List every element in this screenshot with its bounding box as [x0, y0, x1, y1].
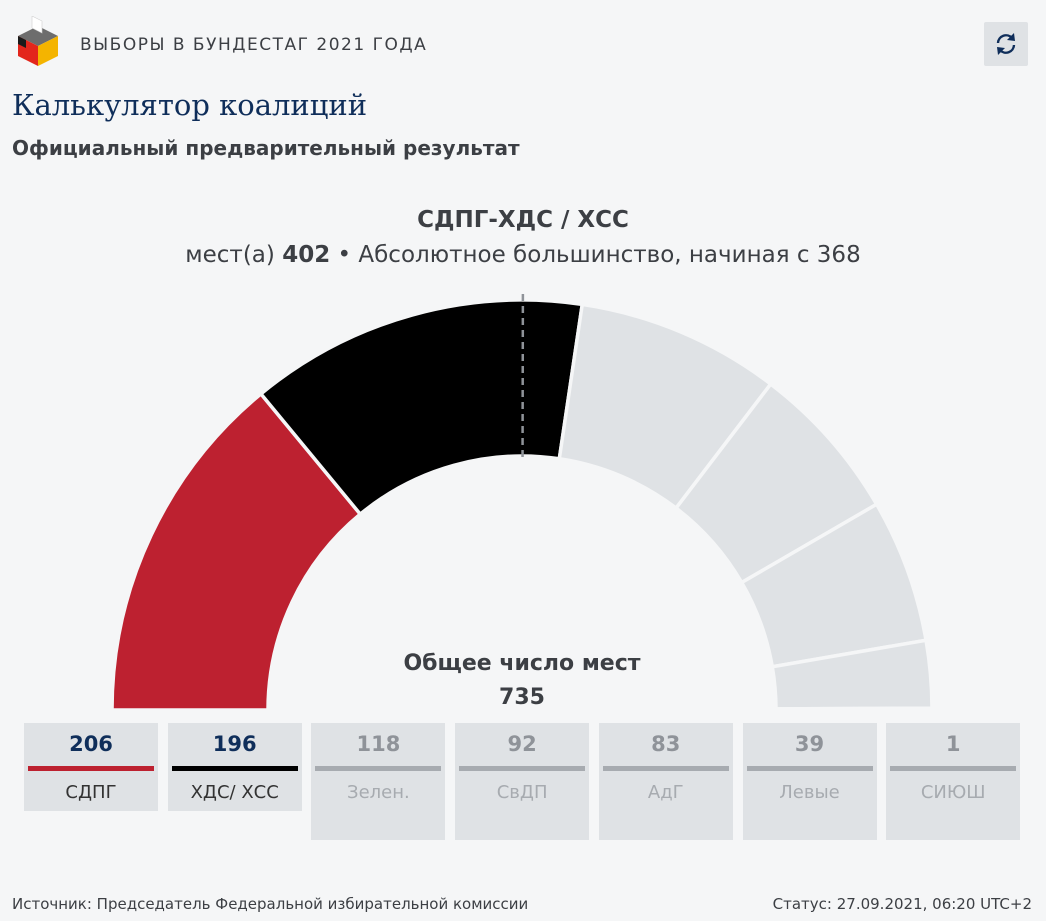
ballot-box-logo [18, 16, 58, 66]
page-title: Калькулятор коалиций [12, 88, 368, 122]
source-note: Источник: Председатель Федеральной избир… [12, 895, 529, 913]
party-seats: 92 [507, 732, 537, 756]
party-seats: 118 [356, 732, 401, 756]
party-card-cdu-csu[interactable]: 196 ХДС/ ХСС [167, 723, 302, 811]
coalition-seats: 402 [282, 242, 331, 268]
page-subtitle: Официальный предварительный результат [12, 136, 520, 160]
party-name: ХДС/ ХСС [190, 782, 279, 803]
coalition-name: СДПГ-ХДС / ХСС [417, 207, 629, 233]
majority-text: • Абсолютное большинство, начиная с 368 [337, 242, 861, 268]
party-color-bar [746, 766, 873, 771]
total-seats-label: Общее число мест [403, 651, 641, 676]
party-name: Левые [779, 782, 840, 803]
party-seats: 39 [794, 732, 825, 756]
party-name: АдГ [647, 782, 684, 803]
party-color-bar [315, 766, 442, 771]
party-seats: 83 [651, 732, 681, 756]
header: ВЫБОРЫ В БУНДЕСТАГ 2021 ГОДА [14, 14, 1032, 74]
party-name: СИЮШ [920, 782, 986, 803]
party-color-bar [28, 766, 154, 771]
party-card-ssw[interactable]: 1 СИЮШ [886, 723, 1021, 840]
seat-segment-ssw[interactable] [774, 706, 934, 712]
party-cards: 206 СДПГ 196 ХДС/ ХСС 118 Зелен. 92 СвДП… [24, 723, 1022, 843]
seat-segment-spd[interactable] [110, 391, 363, 712]
party-seats: 1 [945, 732, 961, 756]
party-color-bar [602, 766, 729, 771]
party-card-left[interactable]: 39 Левые [742, 723, 877, 840]
party-color-bar [459, 766, 586, 771]
party-color-bar [171, 766, 298, 771]
party-card-greens[interactable]: 118 Зелен. [311, 723, 446, 840]
status-note: Статус: 27.09.2021, 06:20 UTC+2 [772, 895, 1032, 913]
party-name: Зелен. [347, 782, 410, 803]
total-seats-value: 735 [499, 685, 545, 710]
kicker: ВЫБОРЫ В БУНДЕСТАГ 2021 ГОДА [80, 35, 428, 55]
party-seats: 196 [212, 732, 257, 756]
party-name: СвДП [496, 782, 548, 803]
coalition-info: мест(а) 402 • Абсолютное большинство, на… [0, 242, 1046, 268]
party-name: СДПГ [65, 782, 117, 803]
seats-prefix: мест(а) [185, 242, 275, 268]
party-card-fdp[interactable]: 92 СвДП [455, 723, 590, 840]
party-card-afd[interactable]: 83 АдГ [598, 723, 733, 840]
refresh-icon [996, 33, 1016, 55]
party-card-spd[interactable]: 206 СДПГ [24, 723, 158, 811]
party-color-bar [890, 766, 1017, 771]
party-seats: 206 [69, 732, 113, 756]
reload-button[interactable] [984, 22, 1028, 66]
